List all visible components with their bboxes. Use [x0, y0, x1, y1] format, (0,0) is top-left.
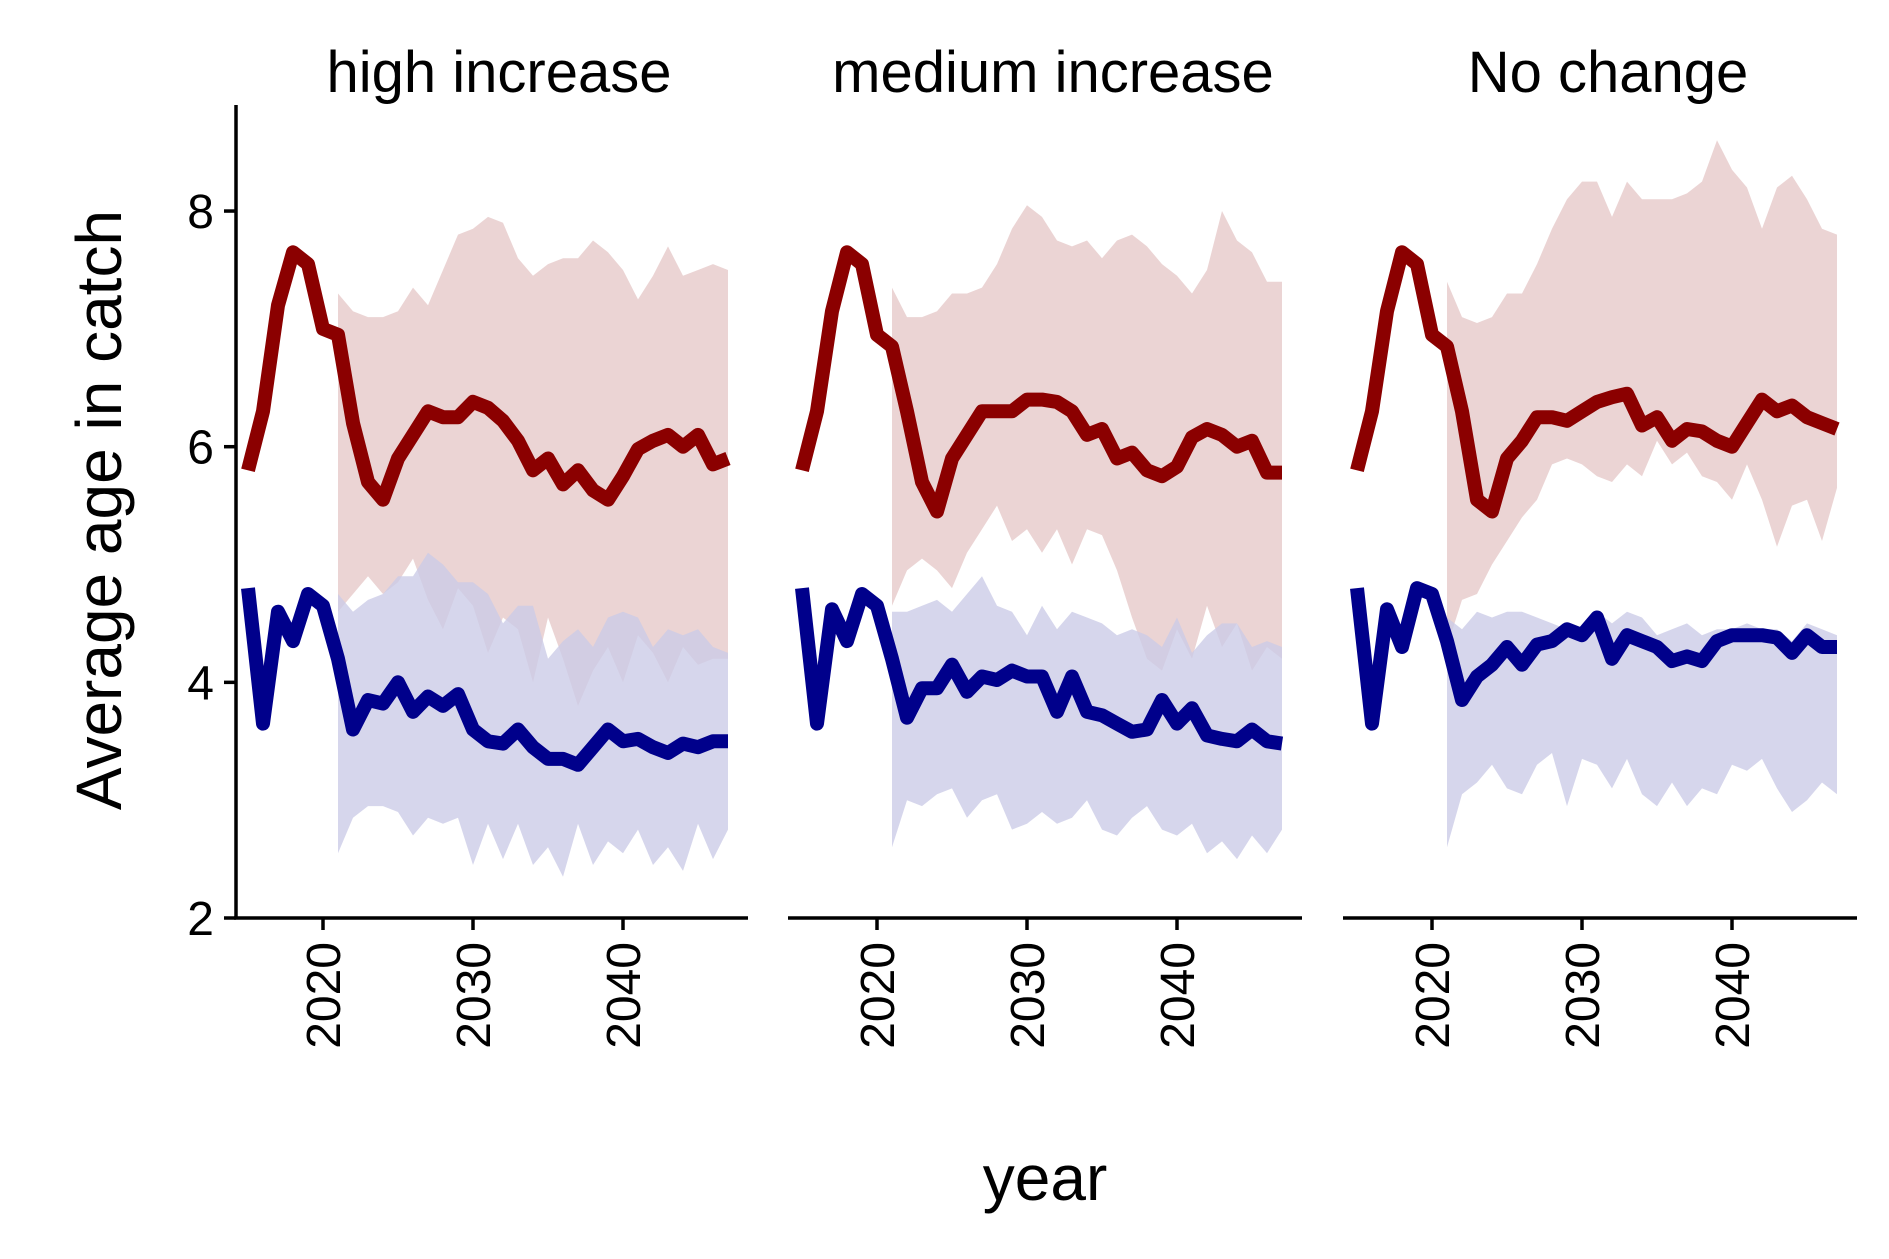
ribbons — [892, 205, 1282, 860]
mean-lines — [241, 245, 731, 772]
x-tick-label: 2040 — [1152, 942, 1205, 1049]
red-mean-line — [1350, 245, 1840, 519]
blue-uncertainty-band — [338, 552, 728, 877]
blue-uncertainty-band — [1447, 611, 1837, 848]
panel-title: No change — [1468, 40, 1749, 105]
y-tick-label: 6 — [187, 422, 214, 475]
x-axis-title: year — [983, 1142, 1108, 1214]
panel-title: medium increase — [832, 40, 1274, 105]
x-tick-label: 2030 — [1557, 942, 1610, 1049]
y-axis-ticks: 2 4 6 8 — [187, 105, 238, 946]
blue-mean-line — [241, 587, 728, 772]
panel-3: No change 2020 2030 2040 — [1343, 40, 1857, 1049]
ribbons — [1447, 140, 1837, 848]
blue-mean-line — [1350, 581, 1837, 731]
y-tick-label: 2 — [187, 893, 214, 946]
panel-2: medium increase 2020 2030 2040 — [788, 40, 1302, 1049]
x-axis: 2020 2030 2040 — [234, 916, 748, 1049]
y-tick-label: 4 — [187, 657, 214, 710]
x-tick-label: 2020 — [852, 942, 905, 1049]
red-mean-line — [241, 245, 731, 507]
red-uncertainty-band — [1447, 140, 1837, 648]
x-tick-label: 2030 — [448, 942, 501, 1049]
x-tick-label: 2030 — [1002, 942, 1055, 1049]
x-axis: 2020 2030 2040 — [788, 916, 1302, 1049]
y-axis: Average age in catch 2 4 6 8 — [63, 105, 238, 946]
red-mean-line — [795, 245, 1282, 519]
x-axis: 2020 2030 2040 — [1343, 916, 1857, 1049]
x-tick-label: 2020 — [298, 942, 351, 1049]
mean-lines — [1350, 245, 1840, 731]
x-tick-label: 2020 — [1407, 942, 1460, 1049]
panel-title: high increase — [327, 40, 672, 105]
y-axis-title: Average age in catch — [63, 210, 135, 810]
x-tick-label: 2040 — [598, 942, 651, 1049]
ribbons — [338, 216, 728, 877]
y-tick-label: 8 — [187, 186, 214, 239]
blue-mean-line — [795, 587, 1284, 751]
mean-lines — [795, 245, 1284, 751]
x-tick-label: 2040 — [1707, 942, 1760, 1049]
panel-1: high increase 2020 2030 2040 — [234, 40, 748, 1049]
